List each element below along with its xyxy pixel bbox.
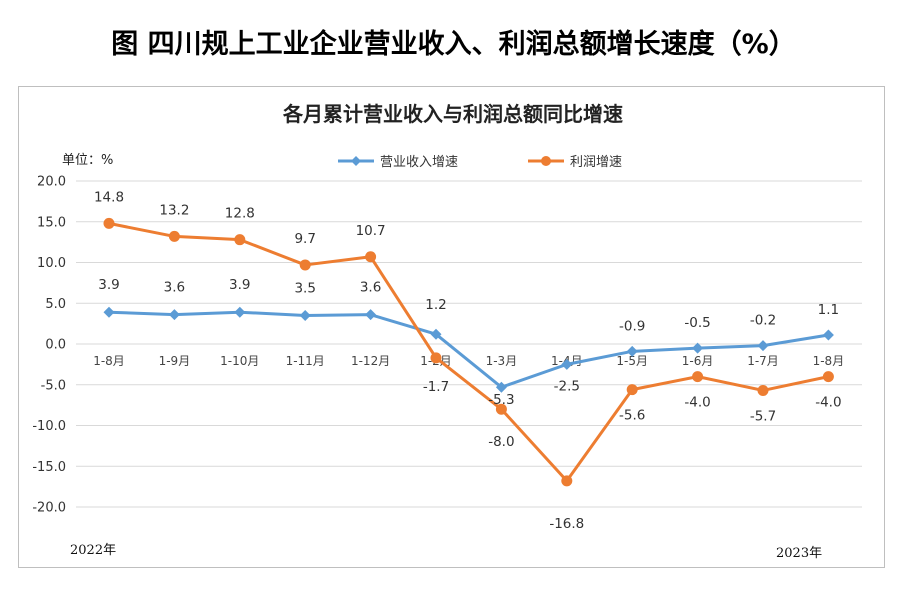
data-point	[234, 306, 246, 318]
x-tick-label: 1-10月	[220, 354, 259, 368]
series-group	[103, 217, 834, 487]
data-label: -4.0	[684, 395, 710, 411]
data-point	[365, 309, 377, 321]
y-tick-label: 0.0	[45, 338, 66, 353]
data-label: 9.7	[294, 231, 315, 247]
data-label: -4.0	[815, 395, 841, 411]
chart-title: 各月累计营业收入与利润总额同比增速	[282, 102, 623, 126]
chart-frame	[18, 86, 885, 568]
data-label: 14.8	[94, 189, 124, 205]
x-tick-label: 1-12月	[351, 354, 390, 368]
data-point	[234, 234, 246, 246]
data-label: 3.6	[360, 280, 381, 296]
data-label: 3.9	[98, 277, 119, 293]
x-tick-label: 1-5月	[616, 354, 648, 368]
data-label: 1.1	[818, 302, 839, 318]
series-line	[108, 221, 829, 483]
data-point	[103, 306, 115, 318]
data-label: -0.5	[684, 315, 710, 331]
y-tick-label: 10.0	[37, 256, 66, 271]
data-label: 13.2	[159, 202, 189, 218]
data-point	[430, 328, 442, 340]
legend: 营业收入增速 利润增速	[338, 155, 622, 170]
data-point	[822, 329, 834, 341]
x-tick-label: 1-8月	[813, 354, 845, 368]
data-label: -0.9	[619, 318, 645, 334]
x-tick-label: 1-11月	[286, 354, 325, 368]
y-tick-label: -20.0	[32, 501, 66, 516]
data-point	[299, 309, 311, 321]
data-point	[626, 384, 638, 396]
x-tick-label: 1-3月	[486, 354, 518, 368]
x-tick-label: 1-9月	[159, 354, 191, 368]
page-title: 图 四川规上工业企业营业收入、利润总额增长速度（%）	[111, 29, 796, 60]
y-tick-label: -5.0	[41, 378, 66, 393]
x-tick-label: 1-7月	[747, 354, 779, 368]
data-point	[692, 342, 704, 354]
year-label-end: 2023年	[776, 546, 822, 561]
data-point	[299, 259, 311, 271]
data-point	[495, 403, 507, 415]
legend-label: 营业收入增速	[380, 155, 458, 170]
data-point	[365, 251, 377, 263]
grid-lines	[76, 180, 862, 508]
y-axis-ticks: 20.0 15.0 10.0 5.0 0.0 -5.0 -10.0 -15.0 -20.0	[32, 175, 66, 516]
data-point	[822, 371, 834, 383]
data-label: -0.2	[750, 313, 776, 329]
data-point	[692, 371, 704, 383]
data-label: -2.5	[554, 378, 580, 394]
data-point	[561, 475, 573, 487]
data-label: 3.6	[164, 280, 185, 296]
data-label: -16.8	[549, 516, 584, 532]
y-tick-label: 20.0	[37, 175, 66, 190]
x-tick-label: 1-8月	[93, 354, 125, 368]
legend-label: 利润增速	[570, 155, 622, 170]
series-line	[108, 310, 829, 389]
data-point	[103, 217, 115, 229]
data-label: 3.9	[229, 277, 250, 293]
data-label: 1.2	[425, 297, 446, 313]
data-label: -5.7	[750, 408, 776, 424]
y-tick-label: -15.0	[32, 460, 66, 475]
data-label: -5.3	[488, 392, 514, 408]
y-tick-label: -10.0	[32, 419, 66, 434]
x-tick-label: 1-6月	[682, 354, 714, 368]
data-label: -8.0	[488, 434, 514, 450]
data-label: 10.7	[356, 223, 386, 239]
data-label: -1.7	[423, 379, 449, 395]
data-point	[561, 358, 573, 370]
data-point	[757, 384, 769, 396]
legend-marker	[541, 156, 551, 166]
data-point	[495, 381, 507, 393]
data-label: -5.6	[619, 408, 645, 424]
data-point	[757, 340, 769, 352]
y-tick-label: 5.0	[45, 297, 66, 312]
year-label-start: 2022年	[70, 543, 116, 558]
data-label: 3.5	[294, 280, 315, 296]
legend-marker	[351, 156, 361, 166]
data-point	[168, 309, 180, 321]
data-point	[168, 230, 180, 242]
unit-label: 单位：%	[62, 153, 113, 168]
data-label: 12.8	[225, 206, 255, 222]
data-point	[430, 352, 442, 364]
y-tick-label: 15.0	[37, 215, 66, 230]
data-point	[626, 345, 638, 357]
data-labels: 3.9 14.8 3.6 13.2 3.9 12.8 3.5 9.7 3.6 10.7 1.2 -1.…	[94, 189, 842, 532]
